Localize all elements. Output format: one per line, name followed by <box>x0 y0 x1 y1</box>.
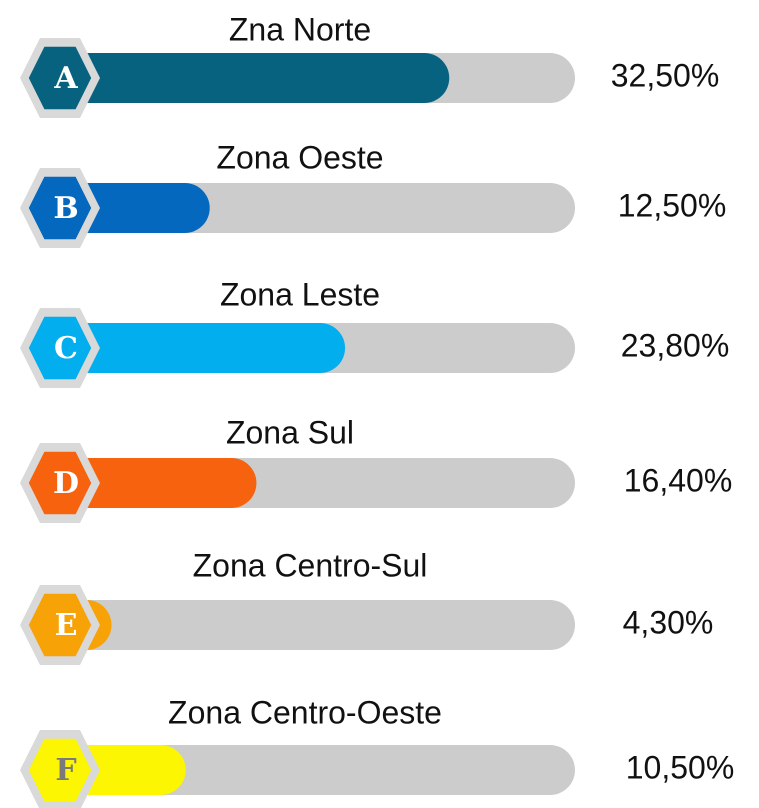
hexagon <box>28 593 92 657</box>
value-label: 32,50% <box>611 57 720 93</box>
letter: A <box>53 61 78 96</box>
row-title: Zona Oeste <box>216 139 383 175</box>
hexagon <box>28 738 92 802</box>
letter: F <box>55 753 76 788</box>
letter: C <box>54 331 78 366</box>
letter: B <box>53 191 78 226</box>
value-label: 4,30% <box>623 604 714 640</box>
row-title: Zona Centro-Sul <box>193 547 428 583</box>
row-title: Zona Sul <box>226 414 354 450</box>
row-title: Zona Leste <box>220 276 380 312</box>
value-label: 23,80% <box>621 327 730 363</box>
row-title: Zona Centro-Oeste <box>168 694 442 730</box>
track <box>60 745 575 795</box>
row-title: Zna Norte <box>229 11 371 47</box>
value-label: 16,40% <box>624 462 733 498</box>
letter: D <box>53 466 79 501</box>
hexagon <box>28 46 92 110</box>
hexagon <box>28 451 92 515</box>
hexagon <box>28 316 92 380</box>
bar <box>60 183 210 233</box>
hexagon <box>28 176 92 240</box>
track <box>60 600 575 650</box>
value-label: 12,50% <box>618 187 727 223</box>
letter: E <box>55 608 78 643</box>
bar <box>60 53 450 103</box>
bar <box>60 323 346 373</box>
value-label: 10,50% <box>626 749 735 785</box>
bar <box>60 458 257 508</box>
